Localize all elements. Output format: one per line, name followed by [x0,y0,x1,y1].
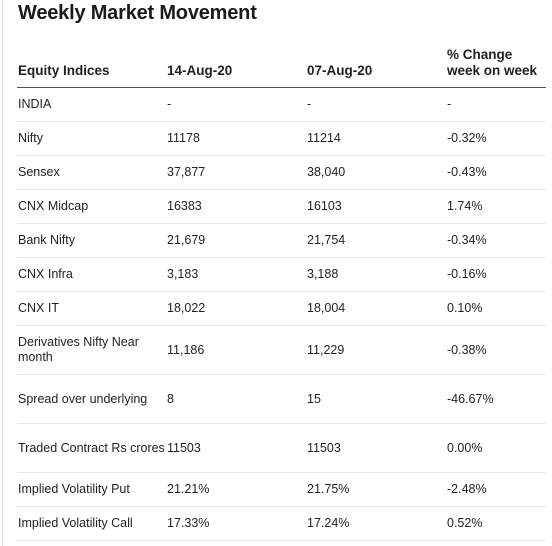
cell-change: -2.48% [446,472,546,507]
cell-current-value: 16383 [166,189,306,224]
cell-change: 0.10% [446,291,546,326]
cell-index-name: Implied Volatility Put [17,472,166,507]
cell-change: -46.67% [446,374,546,424]
header-date-current: 14-Aug-20 [166,47,306,88]
cell-index-name: Bank Nifty [17,223,166,258]
cell-previous-value: 17.24% [306,506,446,541]
header-date-previous: 07-Aug-20 [306,47,446,88]
cell-previous-value: 21,754 [306,223,446,258]
cell-index-name: CNX Midcap [17,189,166,224]
table-row: Implied Volatility Call 17.33% 17.24% 0.… [17,506,546,541]
header-percent-change: % Change week on week [446,47,546,88]
cell-current-value: 37,877 [166,155,306,190]
table-row: Nifty 11178 11214 -0.32% [17,121,546,156]
table-row: Derivatives Nifty Near month 11,186 11,2… [17,325,546,375]
cell-change: -0.43% [446,155,546,190]
cell-index-name: Spread over underlying [17,374,166,424]
cell-previous-value: 16103 [306,189,446,224]
cell-current-value: 11178 [166,121,306,156]
table-row: INDIA - - - [17,87,546,122]
cell-change: -0.32% [446,121,546,156]
left-border [2,0,3,546]
cell-change: -0.34% [446,223,546,258]
cell-previous-value: 38,040 [306,155,446,190]
table-row: CNX Infra 3,183 3,188 -0.16% [17,257,546,292]
cell-current-value: 11503 [166,423,306,473]
page-title: Weekly Market Movement [18,2,257,24]
cell-current-value: 21.21% [166,472,306,507]
table-row: Traded Contract Rs crores 11503 11503 0.… [17,423,546,473]
cell-index-name: Implied Volatility Call [17,506,166,541]
table-row: Bank Nifty 21,679 21,754 -0.34% [17,223,546,258]
table-row: CNX Midcap 16383 16103 1.74% [17,189,546,224]
table-row: Implied Volatility Put 21.21% 21.75% -2.… [17,472,546,507]
cell-previous-value: 15 [306,374,446,424]
cell-index-name: CNX IT [17,291,166,326]
cell-previous-value: - [306,87,446,122]
cell-index-name: INDIA [17,87,166,122]
header-equity-indices: Equity Indices [17,47,166,88]
cell-change: -0.16% [446,257,546,292]
cell-current-value: 21,679 [166,223,306,258]
cell-previous-value: 11214 [306,121,446,156]
cell-current-value: 8 [166,374,306,424]
cell-previous-value: 18,004 [306,291,446,326]
cell-index-name: Nifty [17,121,166,156]
table-row: Spread over underlying 8 15 -46.67% [17,374,546,424]
cell-current-value: 17.33% [166,506,306,541]
cell-current-value: - [166,87,306,122]
market-movement-table: Equity Indices 14-Aug-20 07-Aug-20 % Cha… [17,47,546,541]
cell-previous-value: 3,188 [306,257,446,292]
cell-previous-value: 21.75% [306,472,446,507]
cell-index-name: CNX Infra [17,257,166,292]
cell-previous-value: 11503 [306,423,446,473]
cell-change: 1.74% [446,189,546,224]
cell-index-name: Sensex [17,155,166,190]
cell-previous-value: 11,229 [306,325,446,375]
table-row: CNX IT 18,022 18,004 0.10% [17,291,546,326]
cell-change: 0.52% [446,506,546,541]
cell-index-name: Derivatives Nifty Near month [17,325,166,375]
cell-current-value: 3,183 [166,257,306,292]
cell-change: 0.00% [446,423,546,473]
cell-current-value: 18,022 [166,291,306,326]
cell-change: - [446,87,546,122]
cell-current-value: 11,186 [166,325,306,375]
table-row: Sensex 37,877 38,040 -0.43% [17,155,546,190]
table-header-row: Equity Indices 14-Aug-20 07-Aug-20 % Cha… [17,47,546,88]
cell-change: -0.38% [446,325,546,375]
cell-index-name: Traded Contract Rs crores [17,423,166,473]
